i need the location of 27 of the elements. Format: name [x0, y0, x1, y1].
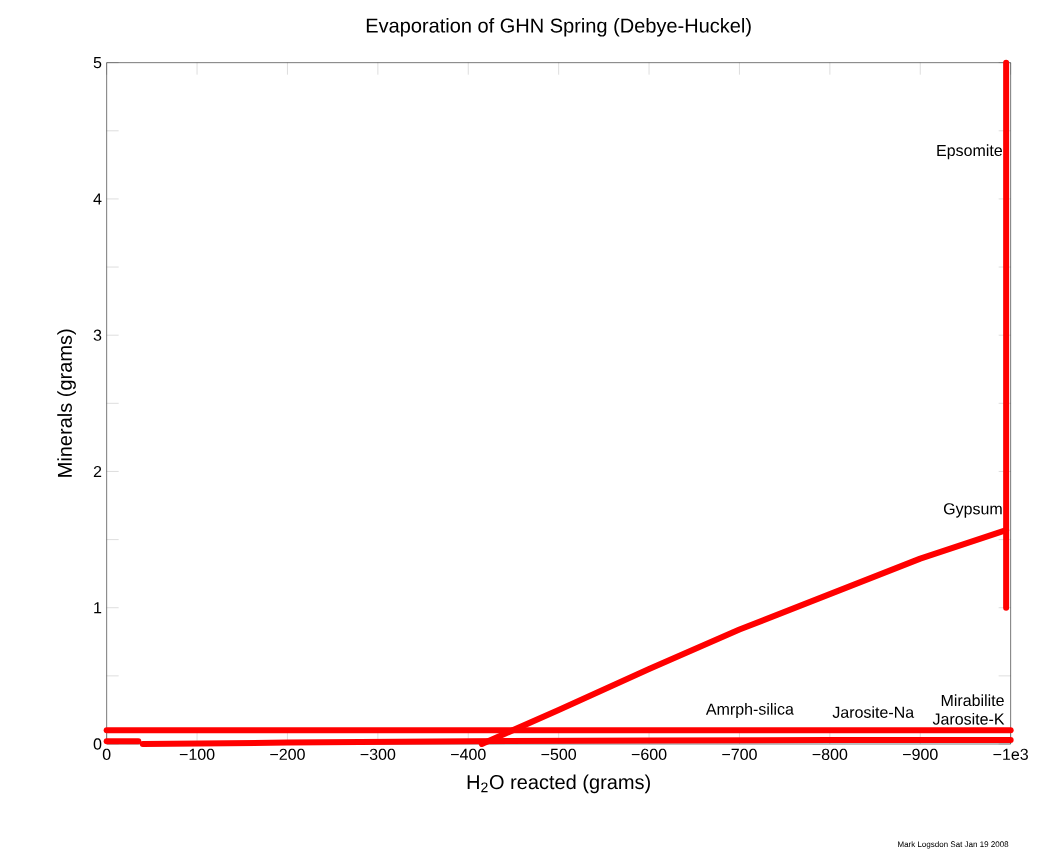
y-tick-label: 5: [93, 57, 102, 69]
x-tick-label: −700: [722, 748, 757, 761]
y-tick-label: 2: [93, 465, 102, 478]
annotation: Gypsum: [943, 503, 1002, 518]
x-tick-label: −400: [451, 748, 486, 761]
y-tick-label: 4: [93, 193, 102, 205]
x-tick-label: −100: [179, 748, 215, 761]
annotation: Mirabilite: [941, 694, 1004, 707]
text: Mark Logsdon Sat Jan 19 2008: [898, 841, 1009, 849]
x-tick-label: −800: [812, 748, 848, 761]
x-tick-label: −600: [631, 748, 667, 761]
x-tick-label: −500: [541, 748, 577, 761]
y-axis-title: Minerals (grams): [57, 329, 76, 477]
annotation: Jarosite-Na: [832, 706, 915, 718]
x-tick-label: −1e3: [993, 748, 1028, 761]
x-axis-title: H$_{2}$O reacted (grams): [467, 774, 650, 794]
annotation: Jarosite-K: [932, 713, 1005, 725]
x-tick-label: 0: [102, 748, 111, 761]
annotation: Epsomite: [937, 144, 1002, 160]
x-tick-label: −300: [360, 748, 396, 761]
y-tick-label: 1: [94, 602, 102, 614]
annotation: Amrph-silica: [705, 703, 794, 718]
x-tick-label: −900: [903, 748, 938, 761]
y-tick-label: 0: [93, 738, 102, 750]
x-tick-label: −200: [270, 748, 305, 761]
chart-title: Evaporation of GHN Spring (Debye-Huckel): [366, 17, 751, 37]
y-tick-label: 3: [93, 329, 102, 341]
